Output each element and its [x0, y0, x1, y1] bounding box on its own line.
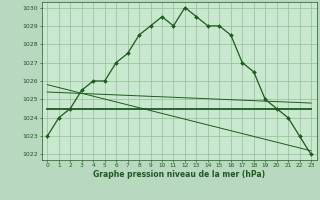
X-axis label: Graphe pression niveau de la mer (hPa): Graphe pression niveau de la mer (hPa) — [93, 170, 265, 179]
